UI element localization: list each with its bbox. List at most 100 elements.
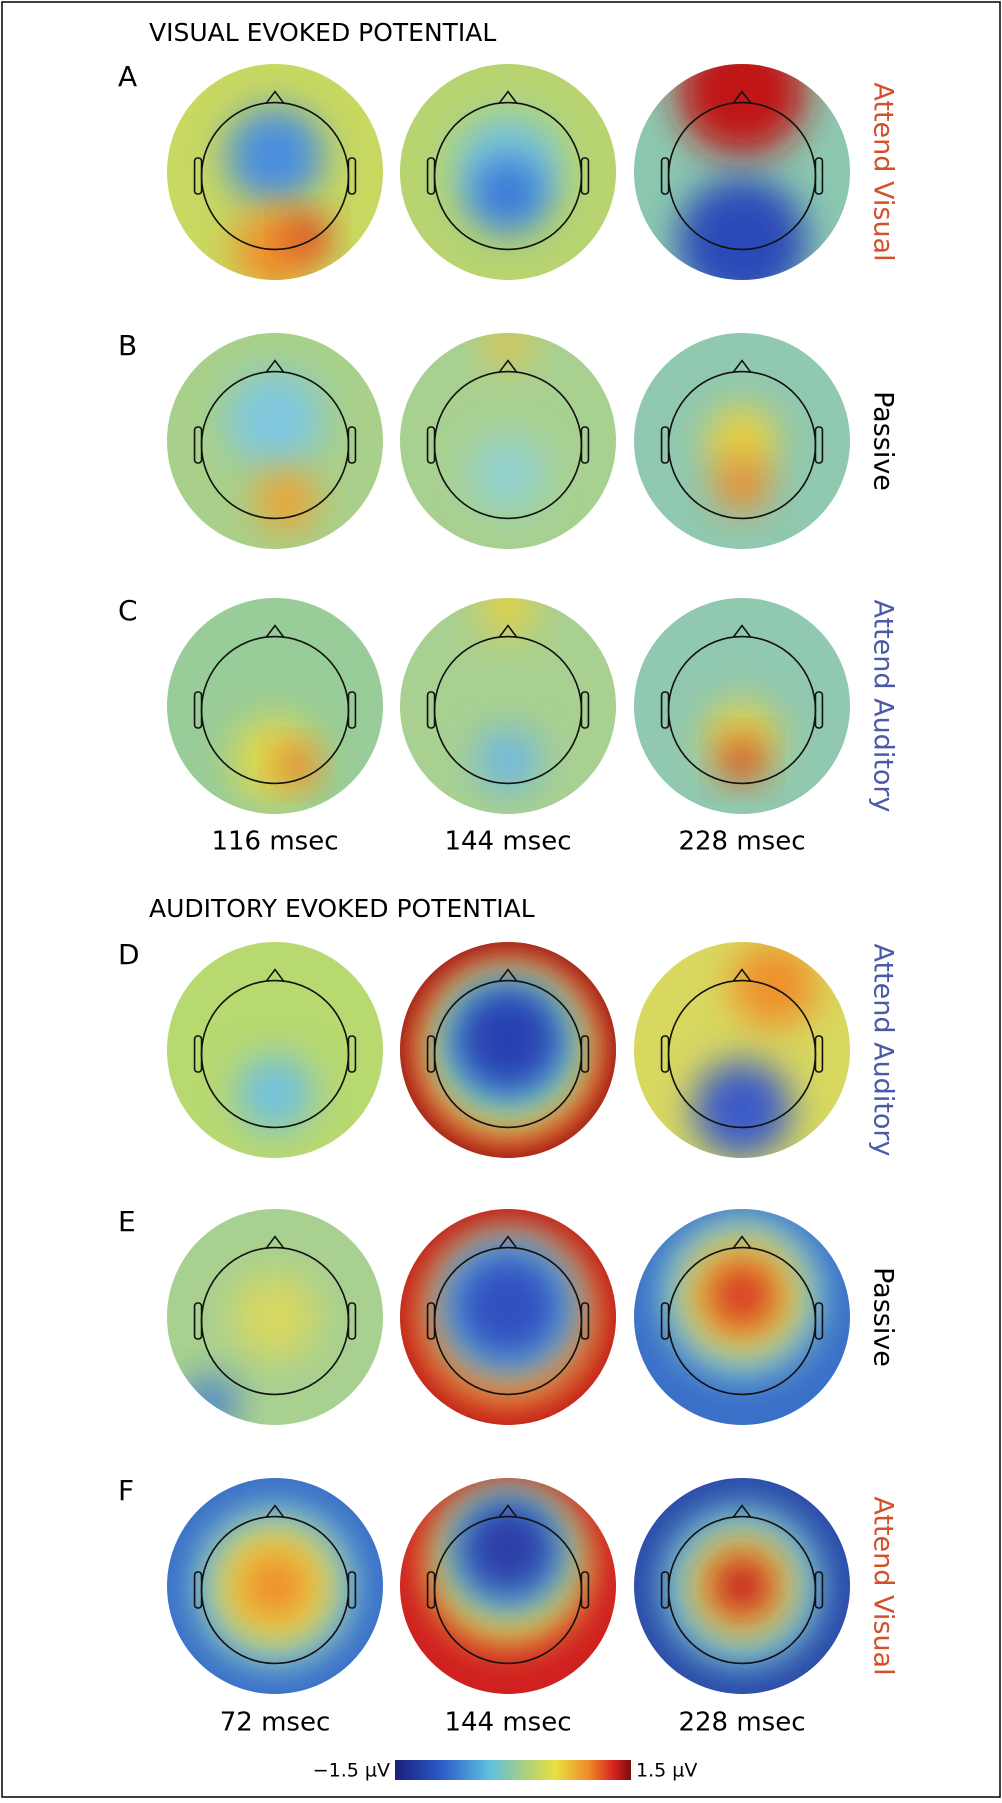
- ear: [814, 157, 824, 195]
- topomap: [634, 64, 850, 280]
- nose: [498, 359, 518, 374]
- ear: [814, 1302, 824, 1340]
- topomap: [634, 942, 850, 1158]
- nose: [265, 90, 285, 105]
- ear: [814, 1571, 824, 1609]
- nose: [498, 624, 518, 639]
- topomap: [634, 1478, 850, 1694]
- ear: [580, 1571, 590, 1609]
- topomap: [167, 333, 383, 549]
- topomap: [167, 598, 383, 814]
- ear: [580, 1302, 590, 1340]
- topomap: [167, 1478, 383, 1694]
- ear: [814, 426, 824, 464]
- topomap-blob: [470, 435, 546, 512]
- topomap: [634, 598, 850, 814]
- ear: [580, 157, 590, 195]
- topomap: [167, 1209, 383, 1425]
- ear: [193, 1035, 203, 1073]
- nose: [498, 1235, 518, 1250]
- panel-letter: D: [118, 938, 140, 971]
- colorbar-max: 1.5 µV: [636, 1760, 697, 1782]
- topomap-blob: [237, 1055, 313, 1131]
- topomap-blob: [454, 1252, 562, 1361]
- ear: [660, 157, 670, 195]
- nose: [498, 90, 518, 105]
- topomap-blob: [226, 107, 324, 205]
- topomap-blob: [285, 215, 329, 259]
- condition-label: Passive: [868, 391, 899, 491]
- ear: [660, 691, 670, 729]
- time-label: 228 msec: [678, 1708, 805, 1738]
- ear: [347, 691, 357, 729]
- time-label: 116 msec: [211, 827, 338, 857]
- ear: [580, 1035, 590, 1073]
- topomap-blob: [481, 598, 535, 636]
- topomap-blob: [454, 985, 562, 1094]
- ear: [193, 691, 203, 729]
- topomap-blob: [715, 457, 769, 512]
- nose: [265, 1504, 285, 1519]
- ear: [193, 1302, 203, 1340]
- ear: [426, 157, 436, 195]
- ear: [193, 157, 203, 195]
- ear: [426, 691, 436, 729]
- nose: [732, 90, 752, 105]
- topomap-blob: [486, 333, 530, 366]
- topomap: [634, 1209, 850, 1425]
- topomap-blob: [470, 155, 546, 232]
- panel-letter: F: [118, 1474, 134, 1507]
- time-label: 144 msec: [444, 1708, 571, 1738]
- ear: [347, 1302, 357, 1340]
- ear: [193, 1571, 203, 1609]
- topomap: [167, 942, 383, 1158]
- topomap-blob: [720, 738, 764, 782]
- topomap: [634, 333, 850, 549]
- topomap-blob: [226, 370, 324, 468]
- topomap: [400, 1478, 616, 1694]
- topomap-blob: [242, 1553, 308, 1619]
- panel-letter: E: [118, 1205, 136, 1238]
- time-label: 228 msec: [678, 827, 805, 857]
- topomap-blob: [231, 1273, 319, 1361]
- condition-label: Attend Visual: [868, 82, 899, 261]
- section-title: VISUAL EVOKED POTENTIAL: [149, 18, 496, 47]
- ear: [814, 691, 824, 729]
- topomap: [400, 1209, 616, 1425]
- nose: [732, 1235, 752, 1250]
- topomap-blob: [183, 1376, 238, 1425]
- ear: [426, 1035, 436, 1073]
- ear: [347, 1571, 357, 1609]
- ear: [426, 1302, 436, 1340]
- ear: [426, 1571, 436, 1609]
- topomap: [400, 598, 616, 814]
- nose: [265, 968, 285, 983]
- topomap: [167, 64, 383, 280]
- condition-label: Attend Auditory: [868, 599, 899, 812]
- nose: [732, 359, 752, 374]
- condition-label: Passive: [868, 1267, 899, 1367]
- topomap: [400, 942, 616, 1158]
- ear: [347, 426, 357, 464]
- time-label: 72 msec: [220, 1708, 331, 1738]
- ear: [660, 1302, 670, 1340]
- nose: [265, 1235, 285, 1250]
- time-label: 144 msec: [444, 827, 571, 857]
- ear: [814, 1035, 824, 1073]
- topomap-blob: [706, 1259, 778, 1332]
- ear: [426, 426, 436, 464]
- ear: [660, 1035, 670, 1073]
- topomap-blob: [693, 1060, 791, 1158]
- panel-letter: A: [118, 60, 137, 93]
- topomap-blob: [475, 727, 541, 793]
- nose: [732, 624, 752, 639]
- topomap-blob: [731, 942, 818, 1029]
- nose: [498, 1504, 518, 1519]
- nose: [732, 968, 752, 983]
- ear: [193, 426, 203, 464]
- section-title: AUDITORY EVOKED POTENTIAL: [149, 894, 535, 923]
- ear: [347, 157, 357, 195]
- ear: [580, 691, 590, 729]
